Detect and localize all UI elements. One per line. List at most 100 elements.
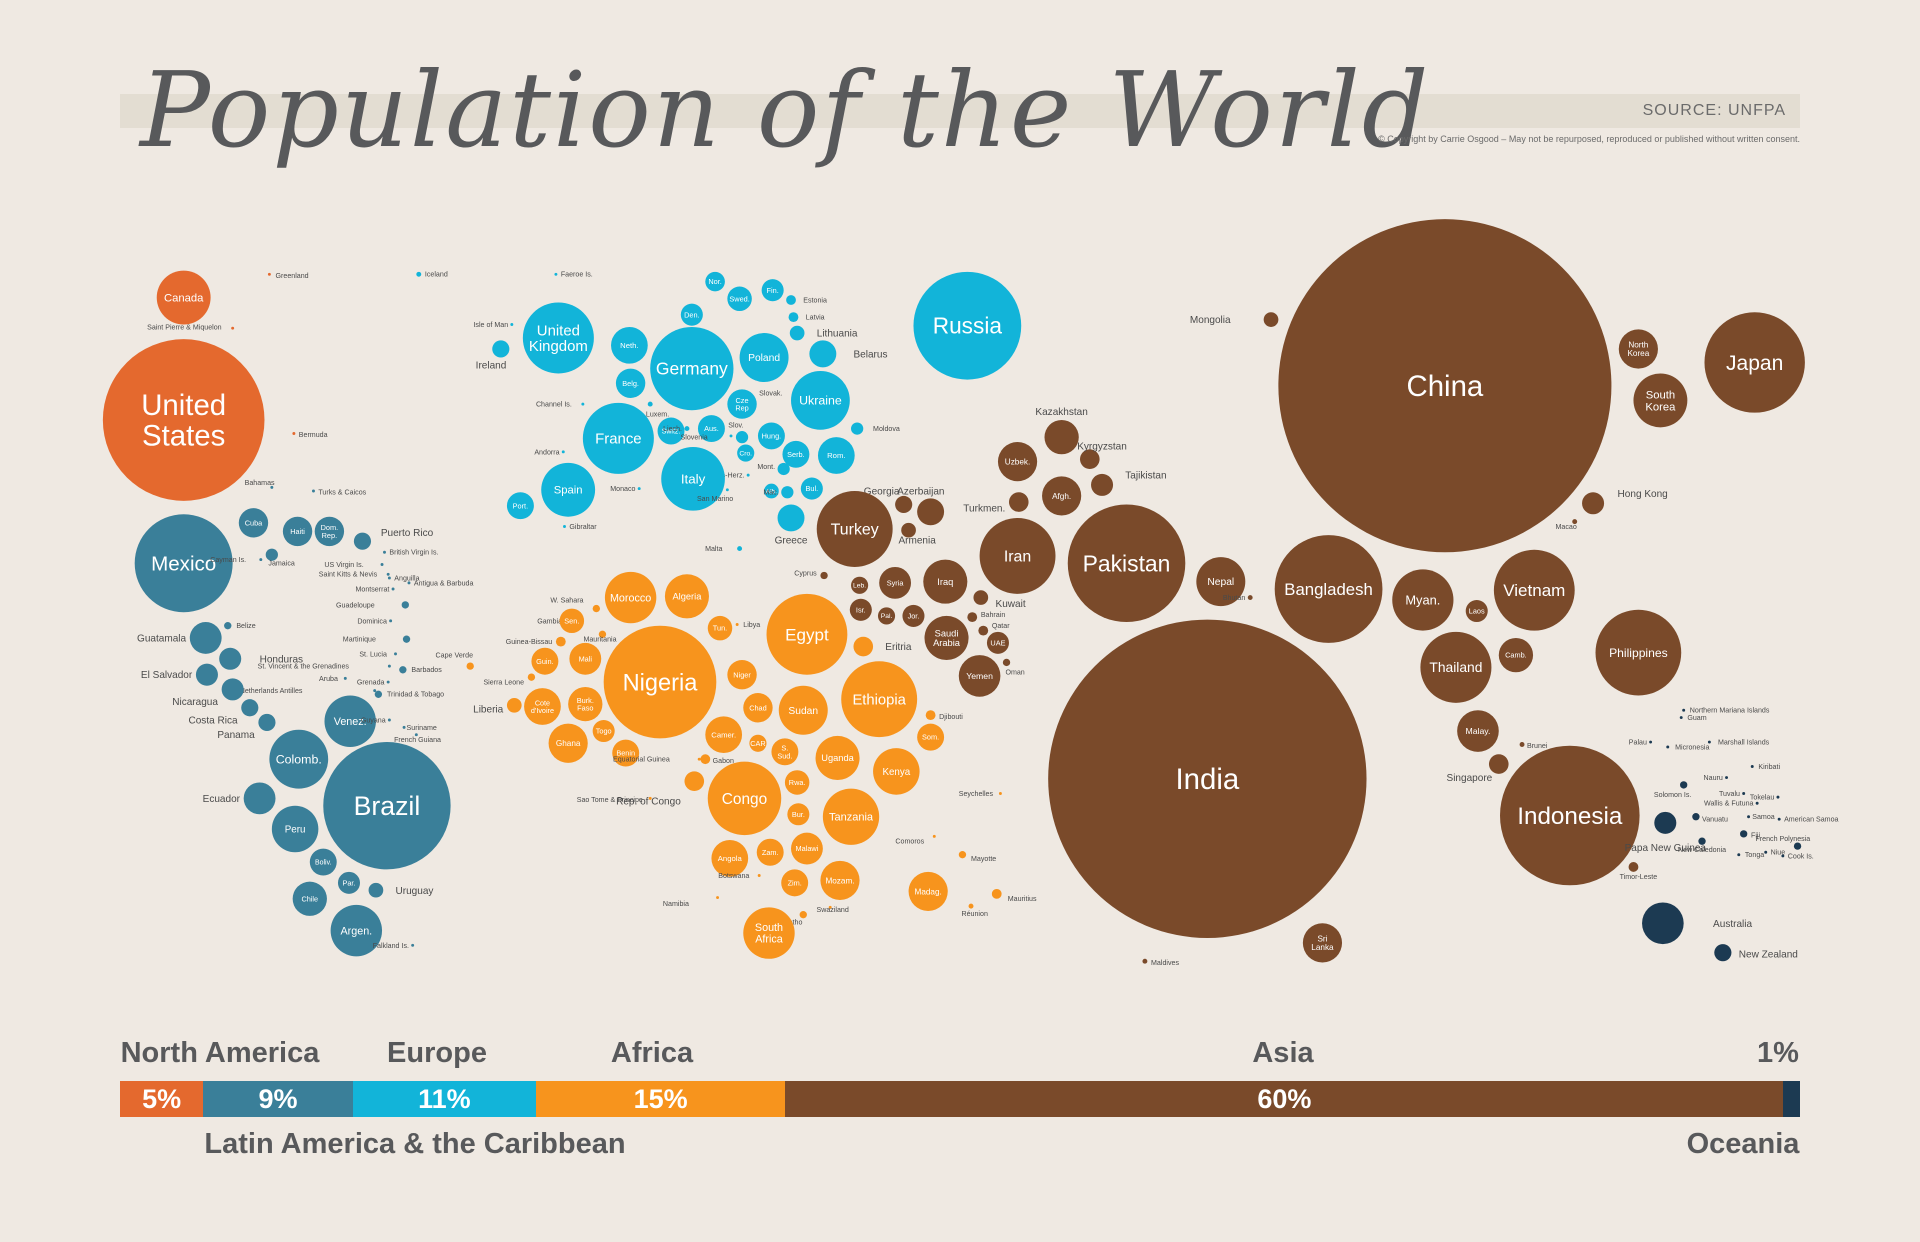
bubble-label-latvia: Latvia xyxy=(806,314,825,322)
bubble-label-pakistan: Pakistan xyxy=(1083,550,1171,576)
bubble-isr xyxy=(849,598,872,621)
bubble-label-kazakhstan: Kazakhstan xyxy=(1035,407,1087,418)
bubble-label-den: Den. xyxy=(684,310,699,319)
bubble-label-malawi: Malawi xyxy=(796,844,819,853)
bubble-label-cuba: Cuba xyxy=(245,518,263,527)
bubble-label-guinea-bissau: Guinea-Bissau xyxy=(506,638,553,646)
bubble-label-swaziland: Swaziland xyxy=(816,906,848,914)
bubble-label-slov: Slov. xyxy=(728,421,743,429)
bubble-label-uganda: Uganda xyxy=(821,753,854,763)
bubble-label-wallis-futuna: Wallis & Futuna xyxy=(1704,800,1753,808)
bubble-uzbek xyxy=(997,442,1038,482)
bubble-label-rom: Rom. xyxy=(827,451,845,460)
bubble-label-trinidad-tobago: Trinidad & Tobago xyxy=(387,691,444,699)
share-segment-north-america: 5% xyxy=(120,1081,204,1117)
bubble-guatamala xyxy=(189,622,222,654)
bubble-india xyxy=(1048,619,1367,938)
bubble-niue xyxy=(1764,850,1768,854)
bubble-slovenia xyxy=(729,434,733,438)
bubble-mayotte xyxy=(958,851,967,859)
bubble-label-angola: Angola xyxy=(718,854,743,863)
bubble-label-slovenia: Slovenia xyxy=(681,434,708,442)
bubble-latvia xyxy=(788,312,799,323)
bubble-label-guin: Guin. xyxy=(536,657,554,666)
bubble-label-armenia: Armenia xyxy=(898,536,936,547)
region-share-bar: 5% 9% 11% 15% 60% xyxy=(120,1081,1800,1117)
bubble-cape-verde xyxy=(466,662,474,670)
bubble-label-congo: Congo xyxy=(722,791,767,808)
source-label: SOURCE: UNFPA xyxy=(1642,102,1786,119)
bubble-antigua-barbuda xyxy=(407,581,411,585)
bubble-guam xyxy=(1679,716,1683,720)
bubble-rom xyxy=(817,437,855,474)
bubble-sri-lanka xyxy=(1302,923,1343,963)
bubble-niger xyxy=(727,660,757,690)
bubble-label-solomon-is: Solomon Is. xyxy=(1654,791,1691,799)
bubble-label-boliv: Boliv. xyxy=(315,859,332,866)
bubble-cuba xyxy=(238,508,269,538)
bubble-label-falkland-is: Falkland Is. xyxy=(373,942,409,950)
bubble-falkland-is xyxy=(411,943,415,947)
bubble-bos-herz xyxy=(746,473,750,477)
bubble-label-nicaragua: Nicaragua xyxy=(172,697,218,708)
bubble-label-rep-of-congo: Rep. of Congo xyxy=(616,796,681,807)
bubble-label-niue: Niue xyxy=(1771,849,1786,857)
share-label-africa: 15% xyxy=(633,1083,688,1114)
bubble-label-st-lucia: St. Lucia xyxy=(359,650,387,658)
bubble-singapore xyxy=(1488,754,1509,774)
bubble-label-belize: Belize xyxy=(236,622,255,630)
bubble-label-tonga: Tonga xyxy=(1745,851,1764,859)
bubble-marshall-islands xyxy=(1707,740,1711,744)
bubble-jamaica xyxy=(265,548,278,561)
bubble-label-malay: Malay. xyxy=(1465,726,1490,736)
bubble-mali xyxy=(569,642,602,675)
bubble-spain xyxy=(541,462,596,517)
bubble-dom-rep xyxy=(314,516,345,547)
bubble-label-georgia: Georgia xyxy=(864,487,900,498)
bubble-mongolia xyxy=(1263,312,1279,327)
bubble-saudi-arabia xyxy=(924,615,969,660)
bubble-label-united-states: United States xyxy=(141,389,226,453)
bubble-angola xyxy=(711,840,749,877)
bubble-label-costa-rica: Costa Rica xyxy=(188,716,237,727)
bubble-dominica xyxy=(389,619,393,623)
bubble-andorra xyxy=(561,450,565,454)
bubble-label-kiribati: Kiribati xyxy=(1758,763,1780,771)
bubble-label-qatar: Qatar xyxy=(992,622,1010,630)
bubble-trinidad-tobago xyxy=(374,690,383,698)
bubble-label-jor: Jor. xyxy=(908,611,920,620)
bubble-belg xyxy=(615,368,646,398)
bubble-tonga xyxy=(1737,853,1741,857)
bubble-madag xyxy=(908,871,948,912)
bubble-anguilla xyxy=(387,576,391,580)
bubble-nicaragua xyxy=(221,678,244,701)
bubble-label-leb: Leb. xyxy=(853,583,866,590)
share-segment-europe: 11% xyxy=(352,1081,536,1117)
bubble-label-barbados: Barbados xyxy=(411,666,442,674)
bubble-laos xyxy=(1465,600,1488,623)
bubble-barbados xyxy=(399,666,407,674)
bubble-label-palau: Palau xyxy=(1629,738,1647,746)
share-segment-africa: 15% xyxy=(535,1081,786,1117)
bubble-french-polynesia xyxy=(1793,842,1802,850)
bubble-label-cyprus: Cyprus xyxy=(794,570,817,578)
bubble-label-colomb: Colomb. xyxy=(276,752,322,766)
bubble-label-camb: Camb. xyxy=(1505,651,1527,660)
bubble-palau xyxy=(1649,740,1653,744)
bubble-georgia xyxy=(895,495,913,514)
bubble-libya xyxy=(735,623,739,626)
bubble-label-china: China xyxy=(1407,370,1484,403)
bubble-label-ghana: Ghana xyxy=(556,739,581,748)
bubble-nauru xyxy=(1725,776,1729,780)
bubble-label-iran: Iran xyxy=(1004,549,1031,566)
bubble-kazakhstan xyxy=(1044,420,1079,455)
bubble-puerto-rico xyxy=(353,532,372,550)
bubble-label-gibraltar: Gibraltar xyxy=(569,523,597,531)
bubble-cayman-is xyxy=(259,558,263,562)
region-label-africa: Africa xyxy=(610,1037,694,1069)
region-label-north-america: North America xyxy=(120,1037,320,1069)
bubble-label-myan: Myan. xyxy=(1405,593,1440,608)
bubble-slovak xyxy=(745,391,749,395)
bubble-label-turkey: Turkey xyxy=(831,522,879,539)
bubble-label-cro: Cro. xyxy=(739,450,752,457)
